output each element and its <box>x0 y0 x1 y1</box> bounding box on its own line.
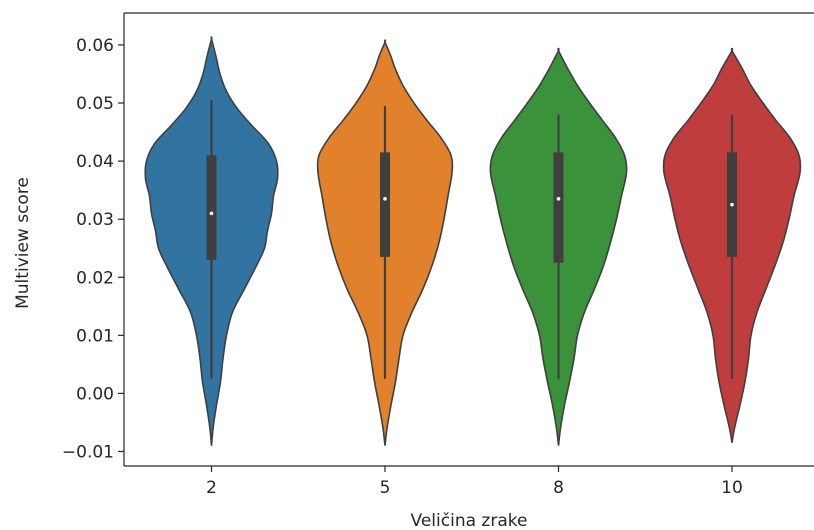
iqr-box-2 <box>206 155 217 260</box>
x-axis-label: Veličina zrake <box>411 511 528 530</box>
y-tick-label: −0.01 <box>62 442 114 462</box>
median-point-2 <box>209 211 214 216</box>
x-tick-label: 8 <box>553 478 564 498</box>
x-tick-label: 10 <box>721 478 743 498</box>
y-tick-label: 0.06 <box>76 36 114 56</box>
iqr-box-8 <box>553 152 564 263</box>
x-tick-label: 2 <box>206 478 217 498</box>
iqr-box-5 <box>380 152 390 257</box>
y-axis-label: Multiview score <box>13 177 33 309</box>
y-tick-label: 0.02 <box>76 268 114 288</box>
median-point-10 <box>730 202 734 207</box>
violins-layer <box>144 36 802 446</box>
y-tick-label: 0.00 <box>76 384 114 404</box>
y-tick-label: 0.01 <box>76 326 114 346</box>
y-tick-label: 0.05 <box>76 94 114 114</box>
y-tick-label: 0.03 <box>76 210 114 230</box>
y-tick-label: 0.04 <box>76 152 114 172</box>
median-point-5 <box>383 197 387 201</box>
ticks-layer: −0.01 0.00 0.01 0.02 0.03 0.04 0.05 0.06 2 5 8 10 <box>62 36 743 498</box>
axes-layer <box>123 12 814 467</box>
x-tick-label: 5 <box>380 478 391 498</box>
median-point-8 <box>556 197 561 201</box>
